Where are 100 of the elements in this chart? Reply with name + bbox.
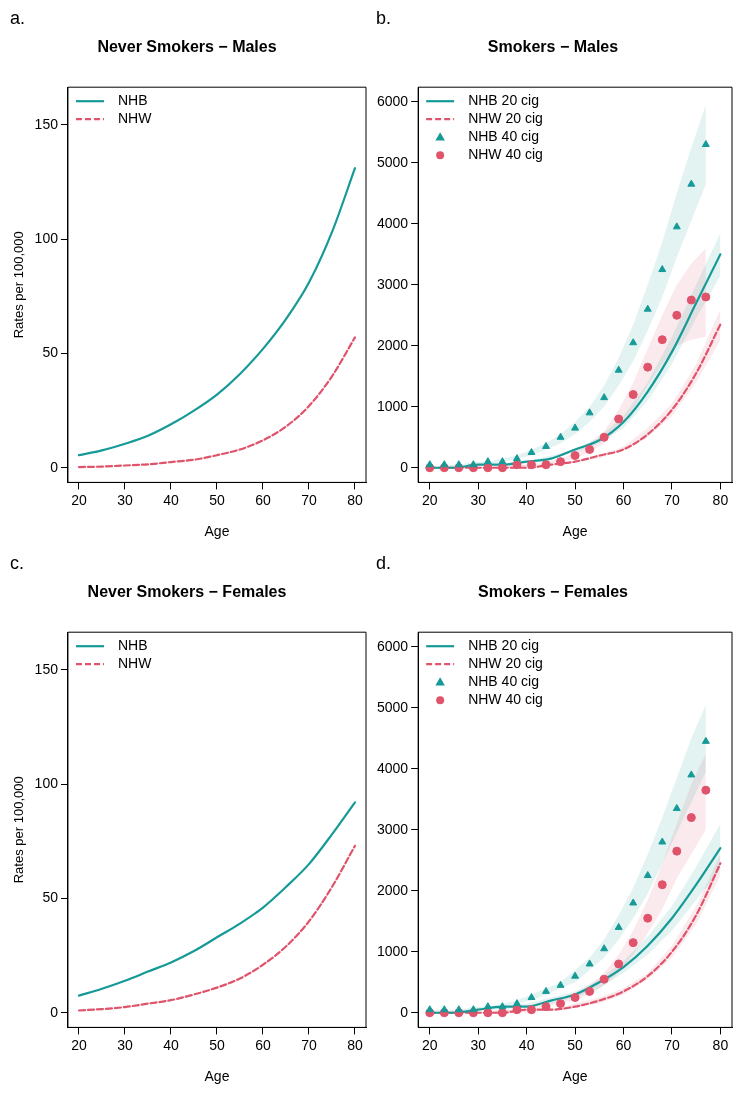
- line-series: [77, 336, 357, 469]
- x-tick-label: 80: [347, 491, 363, 508]
- y-tick-label: 4000: [376, 759, 409, 776]
- line-series: [77, 167, 357, 457]
- x-tick-label: 70: [301, 1036, 317, 1053]
- x-tick-label: 80: [712, 491, 729, 508]
- x-tick-label: 60: [255, 491, 271, 508]
- point: [672, 846, 682, 856]
- point: [527, 448, 536, 456]
- point: [643, 304, 652, 312]
- point: [585, 986, 595, 996]
- legend-label: NHB 40 cig: [468, 128, 539, 145]
- point: [701, 736, 710, 744]
- y-tick-label: 0: [50, 1003, 59, 1020]
- point: [585, 959, 594, 967]
- point: [483, 463, 493, 473]
- point: [483, 1002, 492, 1010]
- legend-label: NHW 20 cig: [468, 655, 543, 672]
- point: [512, 454, 521, 462]
- point: [541, 1002, 551, 1012]
- x-tick-label: 20: [71, 491, 87, 508]
- point: [701, 292, 711, 302]
- line-series: [77, 801, 357, 997]
- y-tick-label: 150: [34, 115, 59, 132]
- point: [628, 938, 638, 948]
- y-tick-label: 5000: [376, 698, 409, 715]
- point: [701, 140, 710, 148]
- chart-title: Never Smokers − Males: [97, 38, 277, 56]
- point: [643, 913, 653, 923]
- x-tick-label: 30: [470, 491, 487, 508]
- x-tick-label: 20: [421, 1036, 438, 1053]
- point: [600, 393, 609, 401]
- x-tick-label: 40: [163, 1036, 179, 1053]
- point: [497, 1008, 507, 1018]
- point: [657, 335, 667, 345]
- x-axis-title: Age: [562, 1068, 588, 1085]
- point: [658, 265, 667, 273]
- x-tick-label: 60: [255, 1036, 271, 1053]
- point: [512, 999, 521, 1007]
- x-tick-label: 80: [347, 1036, 363, 1053]
- legend-label: NHW 20 cig: [468, 110, 543, 127]
- x-tick-label: 70: [301, 491, 317, 508]
- legend-label: NHW 40 cig: [468, 691, 543, 708]
- point: [570, 993, 580, 1003]
- point: [541, 460, 551, 470]
- y-tick-label: 2000: [376, 881, 409, 898]
- point: [599, 974, 609, 984]
- x-tick-label: 60: [615, 1036, 632, 1053]
- y-tick-label: 1000: [376, 397, 409, 414]
- y-tick-label: 4000: [376, 214, 409, 231]
- x-tick-label: 30: [470, 1036, 487, 1053]
- point: [585, 408, 594, 416]
- point: [542, 441, 550, 449]
- point: [599, 432, 609, 442]
- x-tick-label: 40: [518, 491, 535, 508]
- point: [629, 338, 638, 346]
- legend-label: NHW: [117, 110, 153, 127]
- point: [571, 971, 580, 979]
- point: [629, 898, 638, 906]
- chart-title: Never Smokers − Females: [87, 583, 287, 601]
- point: [469, 1005, 478, 1013]
- y-tick-label: 2000: [376, 336, 409, 353]
- x-axis-title: Age: [204, 1068, 230, 1085]
- point: [643, 871, 652, 879]
- point: [657, 880, 667, 890]
- point: [643, 362, 653, 372]
- x-tick-label: 30: [117, 1036, 133, 1053]
- x-tick-label: 30: [117, 491, 133, 508]
- point: [614, 959, 624, 969]
- x-axis-title: Age: [562, 523, 588, 540]
- point: [527, 993, 536, 1001]
- x-tick-label: 60: [615, 491, 632, 508]
- legend-label: NHB 20 cig: [468, 92, 539, 109]
- point: [542, 986, 550, 994]
- text: a.: [9, 8, 26, 30]
- point: [571, 423, 580, 431]
- point: [570, 451, 580, 461]
- x-tick-label: 70: [664, 491, 680, 508]
- y-axis-title: Rates per 100,000: [11, 776, 27, 884]
- legend-label: NHB 40 cig: [468, 673, 539, 690]
- legend-label: NHW: [117, 655, 153, 672]
- x-tick-label: 40: [163, 491, 179, 508]
- y-tick-label: 1000: [376, 942, 409, 959]
- point: [556, 999, 566, 1009]
- point: [454, 460, 463, 468]
- line-series: [77, 844, 357, 1012]
- point: [512, 1005, 522, 1015]
- x-tick-label: 70: [664, 1036, 680, 1053]
- point: [497, 463, 507, 473]
- y-tick-label: 0: [50, 458, 59, 475]
- y-tick-label: 150: [34, 660, 59, 677]
- point: [512, 460, 522, 470]
- legend-label: NHW 40 cig: [468, 146, 543, 163]
- x-tick-label: 50: [209, 491, 225, 508]
- x-axis-title: Age: [204, 523, 230, 540]
- point: [672, 310, 682, 320]
- y-tick-label: 0: [400, 458, 409, 475]
- point: [556, 457, 566, 467]
- y-axis-title: Rates per 100,000: [11, 231, 27, 339]
- x-tick-label: 20: [71, 1036, 87, 1053]
